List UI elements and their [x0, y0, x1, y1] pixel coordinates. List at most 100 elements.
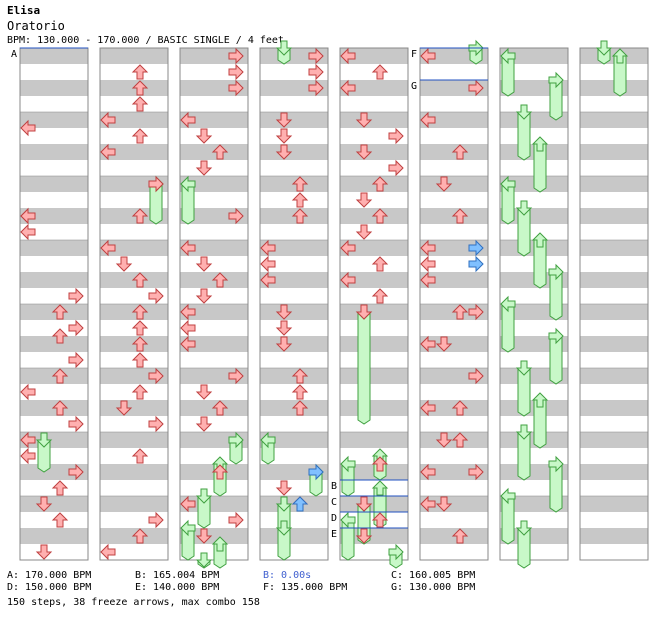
freeze-head-arrow	[211, 536, 229, 552]
step-arrow	[211, 400, 229, 416]
step-arrow	[291, 208, 309, 224]
beat-stripe	[20, 464, 88, 480]
beat-stripe	[580, 336, 648, 352]
beat-stripe	[340, 80, 408, 96]
bpm-marker-label: C	[331, 497, 337, 508]
step-arrow	[115, 256, 133, 272]
freeze-head-arrow	[340, 511, 356, 529]
legend-g: G: 130.000 BPM	[391, 582, 476, 593]
beat-stripe	[100, 368, 168, 384]
beat-stripe	[420, 80, 488, 96]
step-arrow	[420, 399, 436, 417]
step-arrow	[195, 416, 213, 432]
shock-arrow	[291, 496, 309, 512]
beat-stripe	[260, 48, 328, 64]
freeze-head-arrow	[180, 175, 196, 193]
freeze-head-arrow	[515, 104, 533, 120]
freeze-arrow	[357, 311, 371, 425]
legend-c: C: 160.005 BPM	[391, 570, 476, 581]
chart-summary: 150 steps, 38 freeze arrows, max combo 1…	[7, 597, 260, 608]
beat-stripe	[580, 272, 648, 288]
freeze-head-arrow	[275, 520, 293, 536]
beat-stripe	[580, 176, 648, 192]
step-arrow	[20, 207, 36, 225]
step-arrow	[420, 47, 436, 65]
freeze-head-arrow	[548, 263, 564, 281]
step-arrow	[435, 176, 453, 192]
beat-stripe	[340, 112, 408, 128]
step-arrow	[148, 287, 164, 305]
beat-stripe	[180, 528, 248, 544]
step-arrow	[308, 63, 324, 81]
step-arrow	[275, 480, 293, 496]
step-arrow	[180, 239, 196, 257]
beat-stripe	[20, 496, 88, 512]
beat-stripe	[20, 336, 88, 352]
beat-stripe	[20, 80, 88, 96]
beat-stripe	[500, 528, 568, 544]
step-arrow	[468, 463, 484, 481]
beat-stripe	[260, 80, 328, 96]
beat-stripe	[20, 240, 88, 256]
step-arrow	[211, 464, 229, 480]
step-arrow	[451, 528, 469, 544]
beat-stripe	[260, 528, 328, 544]
step-arrow	[228, 367, 244, 385]
beat-stripe	[580, 528, 648, 544]
step-arrow	[371, 256, 389, 272]
step-arrow	[20, 383, 36, 401]
beat-stripe	[20, 48, 88, 64]
step-arrow	[51, 328, 69, 344]
step-arrow	[51, 480, 69, 496]
beat-stripe	[580, 368, 648, 384]
step-arrow	[371, 512, 389, 528]
step-arrow	[420, 239, 436, 257]
beat-stripe	[340, 336, 408, 352]
beat-stripe	[580, 400, 648, 416]
step-arrow	[228, 207, 244, 225]
beat-stripe	[580, 208, 648, 224]
step-arrow	[131, 128, 149, 144]
beat-stripe	[500, 208, 568, 224]
step-arrow	[131, 304, 149, 320]
step-arrow	[451, 400, 469, 416]
step-arrow	[275, 128, 293, 144]
step-arrow	[388, 127, 404, 145]
freeze-head-arrow	[275, 40, 293, 56]
beat-stripe	[340, 304, 408, 320]
step-arrow	[371, 176, 389, 192]
step-arrow	[275, 112, 293, 128]
step-arrow	[228, 79, 244, 97]
step-arrow	[340, 271, 356, 289]
step-arrow	[451, 144, 469, 160]
step-arrow	[211, 144, 229, 160]
step-arrow	[228, 63, 244, 81]
step-arrow	[340, 239, 356, 257]
step-arrow	[195, 528, 213, 544]
freeze-head-arrow	[388, 543, 404, 561]
beat-stripe	[180, 112, 248, 128]
step-arrow	[20, 447, 36, 465]
step-arrow	[468, 303, 484, 321]
step-arrow	[131, 448, 149, 464]
freeze-head-arrow	[371, 480, 389, 496]
step-arrow	[51, 400, 69, 416]
beat-stripe	[180, 48, 248, 64]
step-arrow	[180, 495, 196, 513]
step-arrow	[131, 352, 149, 368]
step-arrow	[371, 456, 389, 472]
step-arrow	[291, 400, 309, 416]
beat-stripe	[180, 240, 248, 256]
step-arrow	[195, 384, 213, 400]
step-arrow	[131, 320, 149, 336]
step-arrow	[148, 511, 164, 529]
beat-stripe	[420, 112, 488, 128]
column-border	[579, 47, 649, 561]
step-arrow	[131, 80, 149, 96]
beat-stripe	[100, 240, 168, 256]
freeze-head-arrow	[275, 496, 293, 512]
beat-stripe	[260, 240, 328, 256]
step-arrow	[131, 64, 149, 80]
step-arrow	[68, 463, 84, 481]
step-arrow	[148, 175, 164, 193]
